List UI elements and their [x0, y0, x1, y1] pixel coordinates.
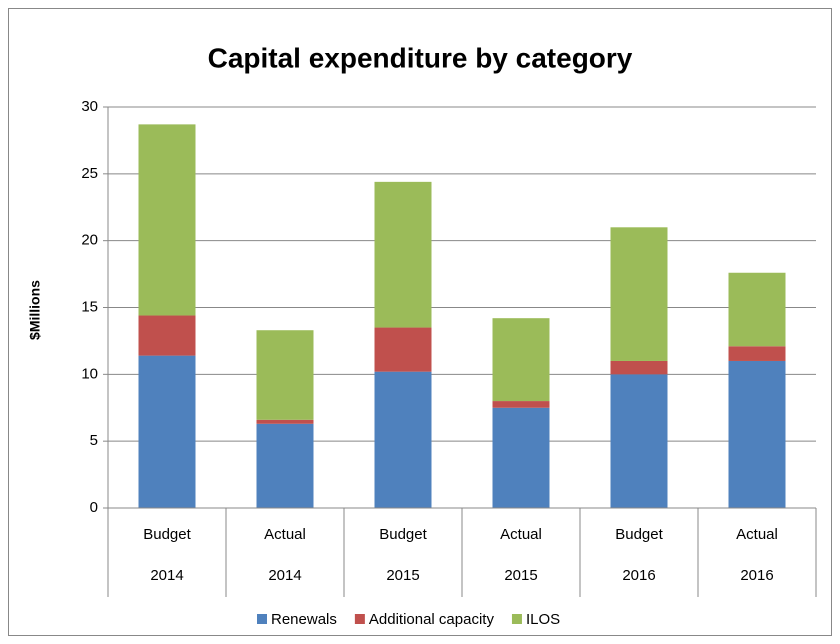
x-tick-label: Budget — [143, 526, 191, 543]
bar-segment — [610, 374, 668, 508]
y-tick-label: 30 — [81, 98, 98, 115]
bar-segment — [492, 401, 550, 408]
x-tick-label: 2014 — [150, 567, 183, 584]
y-tick-label: 5 — [90, 432, 98, 449]
bar-segment — [256, 330, 314, 420]
x-tick-label: 2015 — [504, 567, 537, 584]
y-tick-label: 10 — [81, 365, 98, 382]
y-tick-label: 0 — [90, 499, 98, 516]
x-tick-label: 2015 — [386, 567, 419, 584]
bar-segment — [256, 423, 314, 508]
x-tick-label: Budget — [615, 526, 663, 543]
x-tick-label: 2014 — [268, 567, 301, 584]
y-tick-label: 20 — [81, 232, 98, 249]
legend-swatch — [354, 614, 365, 624]
bar-segment — [374, 181, 432, 328]
y-tick-label: 25 — [81, 165, 98, 182]
bar-segment — [138, 315, 196, 356]
legend-swatch — [511, 614, 522, 624]
bar-segment — [492, 407, 550, 508]
bar-segment — [610, 227, 668, 361]
bar-segment — [138, 124, 196, 316]
x-tick-label: Budget — [379, 526, 427, 543]
bar-segment — [138, 355, 196, 508]
x-tick-label: 2016 — [622, 567, 655, 584]
bar-segment — [256, 419, 314, 424]
x-tick-label: 2016 — [740, 567, 773, 584]
bar-segment — [728, 360, 786, 508]
legend-label: ILOS — [526, 611, 560, 628]
y-tick-label: 15 — [81, 298, 98, 315]
x-tick-label: Actual — [736, 526, 778, 543]
legend-label: Additional capacity — [369, 611, 495, 628]
bar-segment — [374, 327, 432, 372]
bar-segment — [728, 346, 786, 361]
x-tick-label: Actual — [264, 526, 306, 543]
y-axis-title: $Millions — [27, 280, 43, 340]
bar-segment — [492, 318, 550, 402]
legend-swatch — [257, 614, 267, 624]
bar-segment — [728, 272, 786, 347]
chart-title: Capital expenditure by category — [208, 42, 633, 73]
bar-segment — [610, 360, 668, 375]
legend-label: Renewals — [271, 611, 337, 628]
bar-segment — [374, 371, 432, 508]
x-tick-label: Actual — [500, 526, 542, 543]
